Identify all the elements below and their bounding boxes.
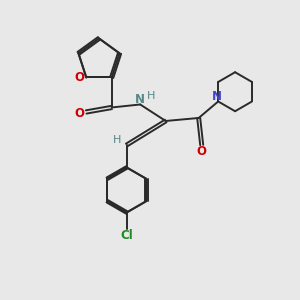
Text: Cl: Cl	[120, 229, 133, 242]
Text: N: N	[135, 93, 145, 106]
Text: O: O	[75, 71, 85, 84]
Text: O: O	[197, 145, 207, 158]
Text: H: H	[146, 91, 155, 101]
Text: H: H	[113, 135, 121, 145]
Text: N: N	[212, 90, 222, 103]
Text: O: O	[75, 107, 85, 120]
